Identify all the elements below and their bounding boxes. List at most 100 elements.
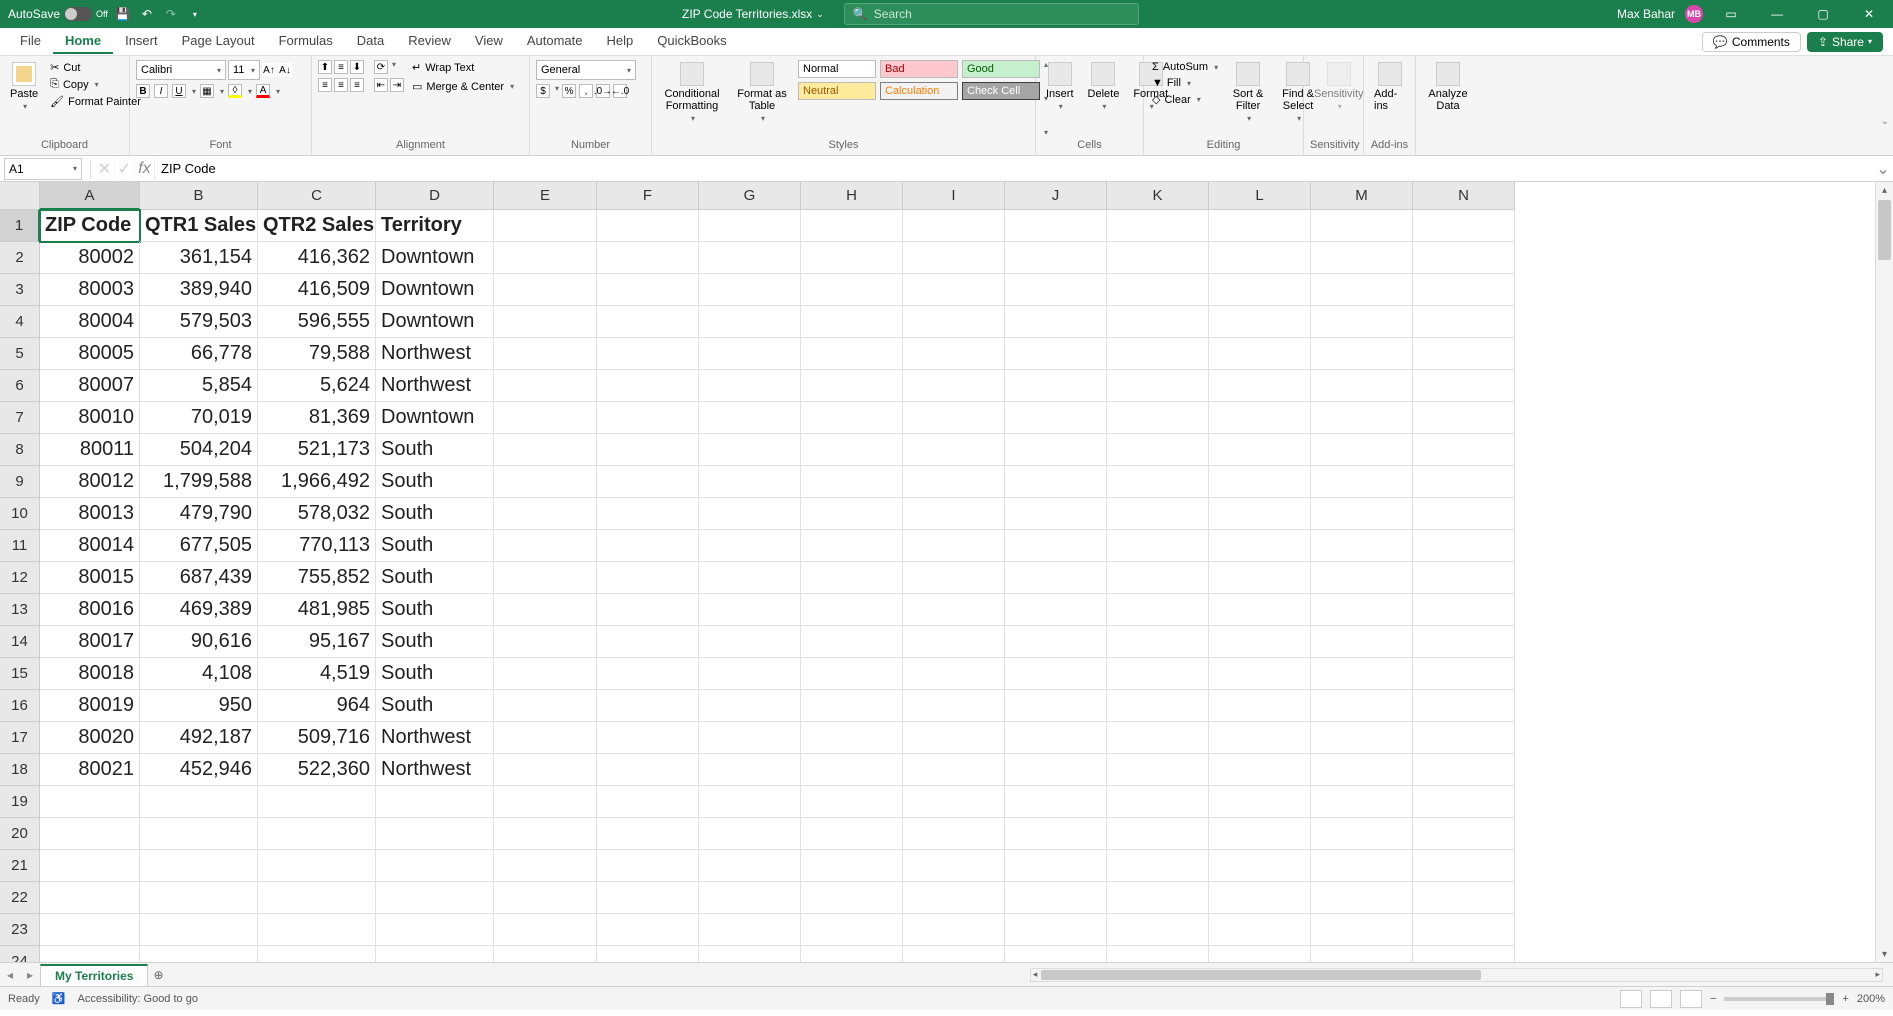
cell[interactable] [801, 914, 903, 946]
cell[interactable] [1413, 338, 1515, 370]
cell[interactable] [1107, 466, 1209, 498]
cell[interactable] [903, 658, 1005, 690]
cell[interactable] [494, 626, 597, 658]
cell[interactable] [494, 402, 597, 434]
fx-icon[interactable]: fx [135, 158, 155, 180]
cell[interactable] [699, 658, 801, 690]
menu-tab-home[interactable]: Home [53, 29, 113, 54]
cell[interactable] [1107, 306, 1209, 338]
row-header[interactable]: 5 [0, 338, 40, 370]
cells-area[interactable]: ZIP CodeQTR1 SalesQTR2 SalesTerritory800… [40, 210, 1875, 962]
cell[interactable] [1005, 466, 1107, 498]
cell[interactable] [801, 658, 903, 690]
column-header[interactable]: J [1005, 182, 1107, 210]
cell[interactable] [903, 498, 1005, 530]
cell[interactable]: 80014 [40, 530, 140, 562]
cell[interactable] [903, 946, 1005, 962]
cell[interactable] [597, 594, 699, 626]
cell[interactable] [903, 690, 1005, 722]
row-header[interactable]: 24 [0, 946, 40, 962]
cell[interactable] [1005, 434, 1107, 466]
cell[interactable] [1311, 754, 1413, 786]
cell[interactable] [1413, 786, 1515, 818]
cell[interactable]: 677,505 [140, 530, 258, 562]
cell[interactable]: 687,439 [140, 562, 258, 594]
fill-color-icon[interactable]: ◊ [228, 84, 242, 98]
cell[interactable] [1413, 594, 1515, 626]
cell[interactable] [903, 882, 1005, 914]
align-center-icon[interactable]: ≡ [334, 78, 348, 92]
row-header[interactable]: 12 [0, 562, 40, 594]
zoom-in-icon[interactable]: + [1842, 993, 1848, 1005]
align-right-icon[interactable]: ≡ [350, 78, 364, 92]
cell-style-neutral[interactable]: Neutral [798, 82, 876, 100]
scroll-left-icon[interactable]: ◂ [1033, 969, 1038, 980]
row-header[interactable]: 1 [0, 210, 40, 242]
cell[interactable]: 361,154 [140, 242, 258, 274]
cell[interactable] [1005, 498, 1107, 530]
cell[interactable] [1413, 818, 1515, 850]
align-bottom-icon[interactable]: ⬇ [350, 60, 364, 74]
cell[interactable] [699, 242, 801, 274]
cell[interactable]: South [376, 434, 494, 466]
cell[interactable]: 80020 [40, 722, 140, 754]
cell[interactable]: South [376, 466, 494, 498]
cell[interactable] [1311, 690, 1413, 722]
cell[interactable]: 416,362 [258, 242, 376, 274]
chevron-down-icon[interactable]: ▾ [1059, 102, 1063, 111]
ribbon-mode-icon[interactable]: ▭ [1713, 0, 1749, 28]
cell[interactable] [1107, 786, 1209, 818]
close-icon[interactable]: ✕ [1851, 0, 1887, 28]
cell[interactable] [1107, 690, 1209, 722]
cell[interactable] [801, 562, 903, 594]
cell[interactable]: Downtown [376, 402, 494, 434]
cell[interactable] [1005, 914, 1107, 946]
cell[interactable] [597, 274, 699, 306]
cell[interactable] [801, 210, 903, 242]
row-header[interactable]: 6 [0, 370, 40, 402]
cell[interactable] [801, 242, 903, 274]
chevron-down-icon[interactable]: ▾ [392, 60, 396, 74]
cell[interactable] [699, 338, 801, 370]
format-as-table-button[interactable]: Format as Table▾ [732, 60, 792, 137]
status-accessibility[interactable]: Accessibility: Good to go [78, 993, 198, 1005]
cell[interactable]: 80004 [40, 306, 140, 338]
cell[interactable]: 80013 [40, 498, 140, 530]
cell[interactable]: 80010 [40, 402, 140, 434]
cell[interactable] [903, 434, 1005, 466]
cell[interactable] [40, 882, 140, 914]
page-layout-view-icon[interactable] [1650, 990, 1672, 1008]
border-icon[interactable]: ▦ [200, 84, 214, 98]
autosum-button[interactable]: ΣAutoSum▾ [1150, 60, 1220, 74]
column-header[interactable]: H [801, 182, 903, 210]
cell[interactable] [801, 850, 903, 882]
chevron-down-icon[interactable]: ▾ [251, 66, 255, 75]
bold-button[interactable]: B [136, 84, 150, 98]
cell[interactable] [801, 370, 903, 402]
cell[interactable]: South [376, 562, 494, 594]
cell[interactable] [1413, 210, 1515, 242]
column-header[interactable]: E [494, 182, 597, 210]
cell[interactable] [258, 850, 376, 882]
cell[interactable] [494, 466, 597, 498]
cell[interactable] [258, 946, 376, 962]
cell[interactable] [1209, 466, 1311, 498]
cell[interactable] [1005, 242, 1107, 274]
cell[interactable] [1107, 626, 1209, 658]
chevron-down-icon[interactable]: ▾ [510, 82, 514, 91]
cell[interactable] [1311, 562, 1413, 594]
cell[interactable] [903, 402, 1005, 434]
cell[interactable] [1005, 754, 1107, 786]
cell[interactable] [376, 946, 494, 962]
chevron-down-icon[interactable]: ▾ [95, 80, 99, 89]
cell[interactable]: 964 [258, 690, 376, 722]
cell[interactable] [1311, 882, 1413, 914]
cell[interactable] [494, 594, 597, 626]
row-header[interactable]: 11 [0, 530, 40, 562]
cell-style-bad[interactable]: Bad [880, 60, 958, 78]
cell[interactable] [1209, 722, 1311, 754]
cell[interactable] [801, 594, 903, 626]
align-middle-icon[interactable]: ≡ [334, 60, 348, 74]
font-color-icon[interactable]: A [256, 84, 270, 98]
cell[interactable] [1107, 722, 1209, 754]
